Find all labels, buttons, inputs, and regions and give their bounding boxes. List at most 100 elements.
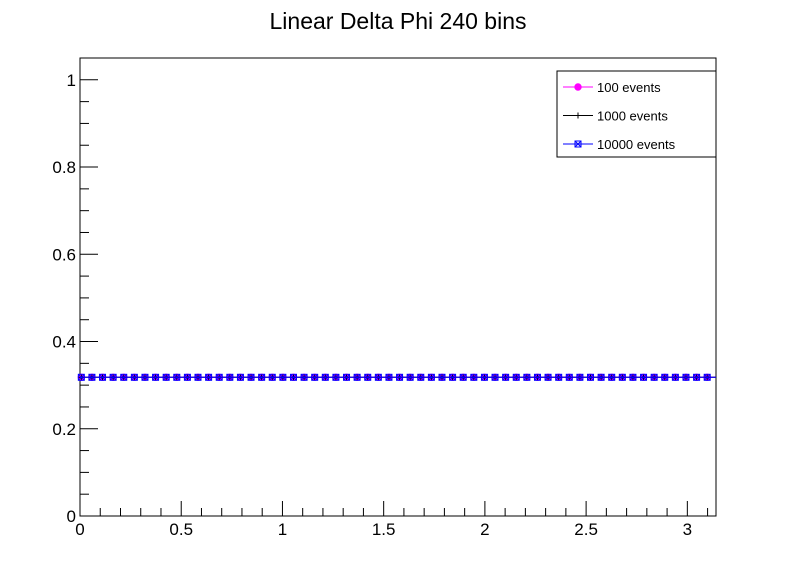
marker-box [512,373,520,381]
marker-box [587,373,595,381]
marker-diag-b [629,373,637,381]
marker-diag-b [184,373,191,381]
x-tick-label: 0.5 [169,520,193,539]
data-point [374,373,382,381]
data-point [77,373,85,381]
marker-box [353,373,361,381]
marker-diag-b [574,140,582,148]
marker-diag-b [587,373,594,381]
data-point [703,373,711,381]
data-point [321,373,329,381]
marker-box [555,373,563,381]
marker-box [417,373,425,381]
data-point [162,373,170,381]
legend-label: 10000 events [597,137,676,152]
marker-box [574,140,582,148]
marker-diag-b [205,373,212,381]
data-point [332,373,340,381]
marker-box [173,373,181,381]
marker-diag-b [406,373,414,381]
y-tick-label: 1 [67,71,76,90]
data-point [533,373,541,381]
marker-box [650,373,658,381]
marker-box [533,373,541,381]
marker-box [289,373,297,381]
marker-box [88,373,96,381]
marker-box [629,373,637,381]
marker-diag-b [534,373,541,381]
tick-labels: 0 0.5 1 1.5 2 2.5 3 0 0.2 0.4 0.6 0.8 1 [52,71,692,539]
marker-diag-b [597,373,605,381]
y-tick-label: 0.4 [52,333,76,352]
marker-diag-b [703,373,711,381]
series-layer [77,373,716,381]
data-point [194,373,202,381]
series-10000-events [77,373,716,381]
marker-diag-b [353,373,361,381]
marker-box [130,373,138,381]
marker-box [682,373,690,381]
marker-box [565,373,573,381]
marker-diag-b [258,373,266,381]
data-point [353,373,361,381]
marker-diag-b [672,373,679,381]
marker-box [311,373,319,381]
marker-diag-b [576,373,584,381]
marker-diag-b [608,373,616,381]
marker-box [618,373,626,381]
marker-diag-b [470,373,478,381]
marker-box [544,373,552,381]
data-point [576,373,584,381]
marker-diag-b [99,373,106,381]
data-point [183,373,191,381]
x-tick-label: 2 [480,520,489,539]
data-point [693,373,701,381]
data-point [311,373,319,381]
marker-diag-b [523,373,531,381]
marker-diag-b [481,373,488,381]
marker-diag-b [77,373,85,381]
legend-label: 1000 events [597,109,668,124]
data-point [109,373,117,381]
data-point [618,373,626,381]
marker-box [321,373,329,381]
y-tick-label: 0.6 [52,245,76,264]
marker-diag-b [512,373,520,381]
marker-box [247,373,255,381]
data-point [406,373,414,381]
data-point [650,373,658,381]
marker-box [640,373,648,381]
data-point [258,373,266,381]
marker-box [608,373,616,381]
marker-box [703,373,711,381]
marker-box [364,373,372,381]
marker-diag-b [131,373,138,381]
marker-diag-b [226,373,234,381]
marker-box [109,373,117,381]
data-point [173,373,181,381]
marker-diag-b [428,373,435,381]
data-point [661,373,669,381]
data-point [99,373,107,381]
plot-frame [79,57,717,517]
data-point [385,373,393,381]
data-point [364,373,372,381]
marker-box [205,373,213,381]
data-point [226,373,234,381]
legend-marker [574,140,582,148]
legend: 100 events 1000 events 10000 events [556,70,717,158]
data-point [608,373,616,381]
marker-box [385,373,393,381]
data-point [343,373,351,381]
marker-diag-b [565,373,573,381]
marker-diag-b [152,373,159,381]
marker-box [162,373,170,381]
x-tick-label: 0 [75,520,84,539]
data-point [523,373,531,381]
marker-box [343,373,351,381]
data-point [640,373,648,381]
data-point [417,373,425,381]
marker-diag-b [88,373,96,381]
marker-diag-b [449,373,456,381]
